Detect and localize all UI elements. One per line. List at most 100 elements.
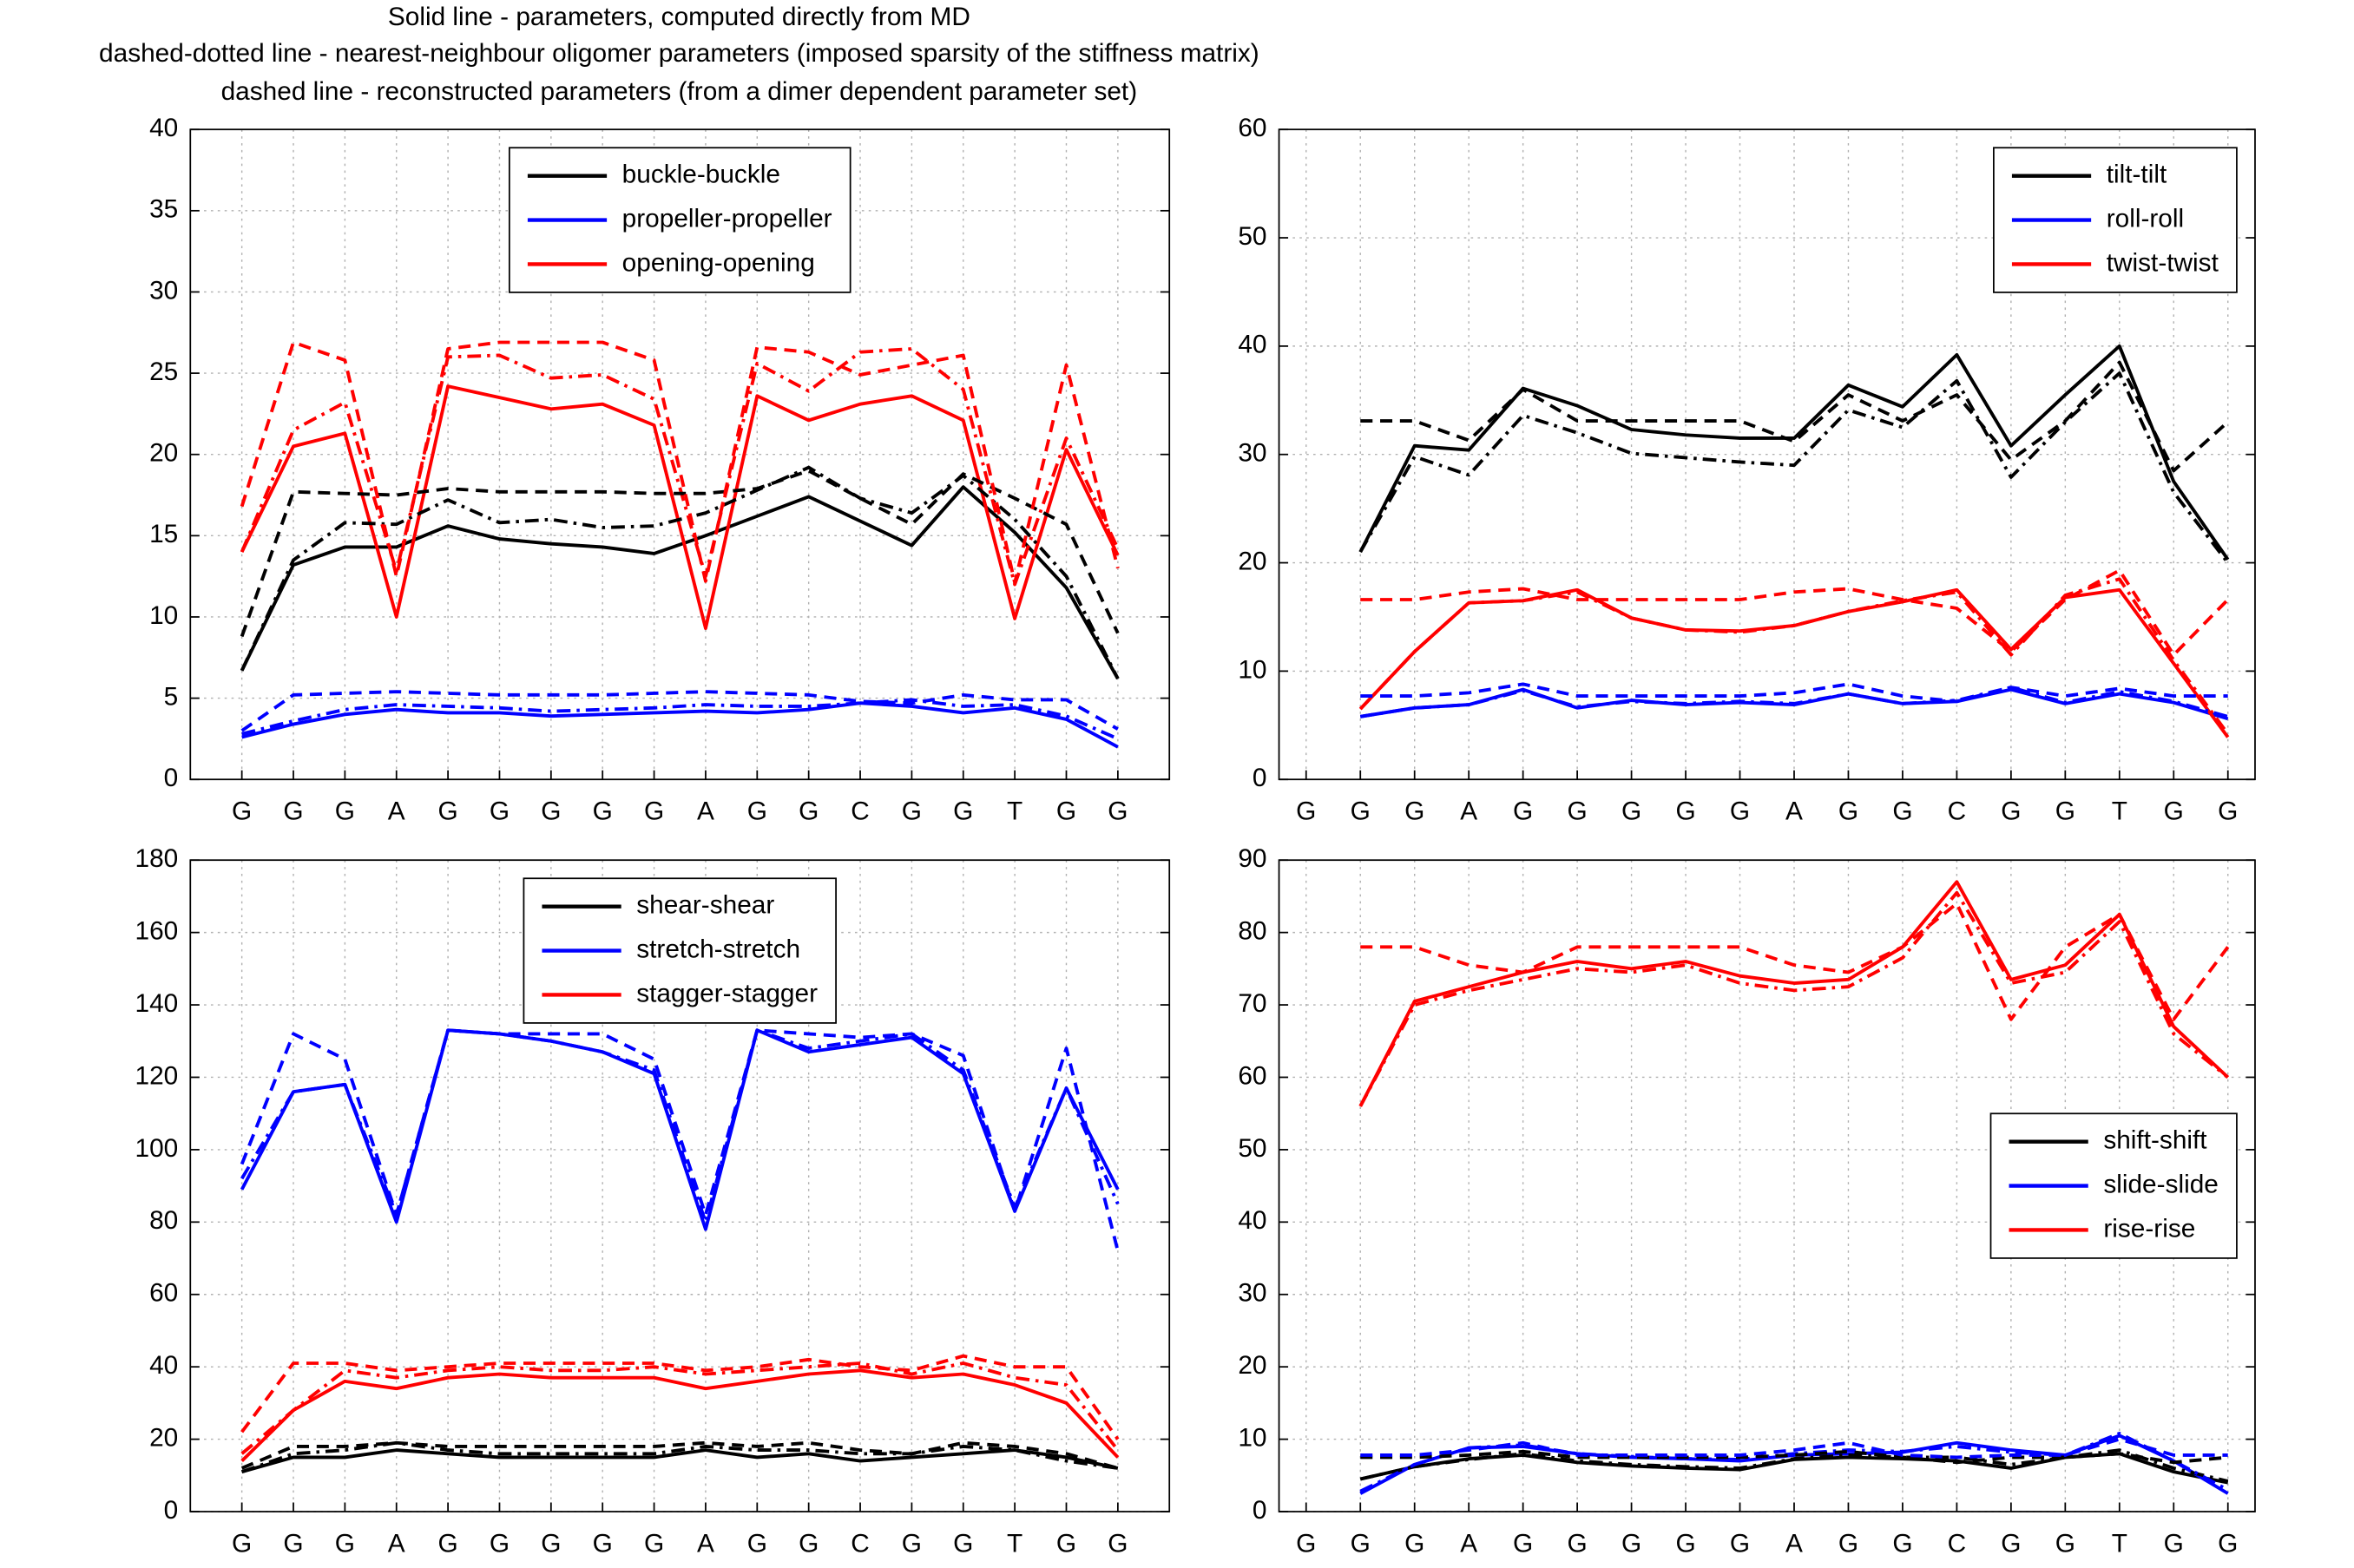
y-tick-label: 20	[1238, 547, 1266, 575]
series-line	[240, 347, 1120, 587]
y-tick-label: 20	[149, 1423, 178, 1452]
series-line	[1360, 568, 2230, 657]
series-line	[1358, 371, 2230, 564]
legend-label: slide-slide	[2103, 1170, 2219, 1198]
x-tick-label: G	[2164, 1529, 2184, 1558]
x-tick-label: G	[644, 797, 664, 826]
x-tick-label: G	[799, 1529, 819, 1558]
x-tick-label: G	[1892, 1529, 1912, 1558]
x-tick-label: A	[1785, 1529, 1803, 1558]
x-tick-label: G	[1108, 1529, 1128, 1558]
y-tick-label: 180	[135, 844, 178, 873]
series-line	[1359, 686, 2229, 718]
x-tick-label: G	[1351, 797, 1371, 826]
x-tick-label: G	[2055, 1529, 2075, 1558]
legend-label: opening-opening	[622, 248, 815, 277]
x-tick-label: G	[1296, 1529, 1316, 1558]
series-line	[240, 465, 1120, 679]
series-line	[1360, 360, 2230, 473]
x-tick-label: G	[593, 1529, 613, 1558]
y-tick-label: 0	[164, 1496, 179, 1525]
y-tick-label: 60	[1238, 1061, 1266, 1090]
legend: shift-shift slide-slide rise-rise	[1989, 1112, 2238, 1259]
legend-label: stretch-stretch	[636, 935, 800, 963]
y-tick-label: 80	[149, 1206, 178, 1235]
series-line	[241, 698, 1119, 741]
x-tick-label: A	[1460, 797, 1477, 826]
y-tick-label: 100	[135, 1134, 178, 1163]
series-line	[240, 1368, 1120, 1462]
x-tick-label: G	[1513, 797, 1533, 826]
x-tick-label: G	[1513, 1529, 1533, 1558]
x-tick-label: G	[1404, 797, 1424, 826]
x-tick-label: G	[2164, 797, 2184, 826]
x-tick-label: G	[799, 797, 819, 826]
y-tick-label: 50	[1238, 1134, 1266, 1163]
series-line	[241, 1448, 1119, 1473]
legend-label: roll-roll	[2107, 204, 2184, 233]
x-tick-label: G	[1675, 797, 1695, 826]
x-tick-label: A	[1785, 797, 1803, 826]
x-tick-label: A	[697, 797, 714, 826]
y-tick-label: 30	[1238, 1279, 1266, 1308]
x-tick-label: G	[747, 797, 767, 826]
y-tick-label: 160	[135, 917, 178, 946]
x-tick-label: G	[1675, 1529, 1695, 1558]
legend-label: shift-shift	[2103, 1126, 2207, 1155]
x-tick-label: G	[1056, 797, 1076, 826]
x-tick-label: G	[541, 1529, 561, 1558]
x-tick-label: G	[902, 1529, 922, 1558]
x-tick-label: G	[1296, 797, 1316, 826]
x-tick-label: G	[953, 1529, 973, 1558]
x-tick-label: G	[490, 797, 510, 826]
series-line	[240, 1361, 1120, 1455]
y-tick-label: 20	[149, 439, 178, 468]
axes-frame	[1278, 128, 2256, 781]
x-tick-label: T	[2112, 1529, 2127, 1558]
series-line	[240, 384, 1120, 631]
legend: tilt-tilt roll-roll twist-twist	[1993, 147, 2238, 293]
y-tick-label: 35	[149, 195, 178, 224]
y-tick-label: 140	[135, 989, 178, 1018]
series-line	[1360, 682, 2228, 704]
series-line	[1358, 890, 2229, 1107]
x-tick-label: G	[1056, 1529, 1076, 1558]
x-tick-label: G	[953, 797, 973, 826]
x-tick-label: T	[1007, 1529, 1022, 1558]
x-tick-label: G	[593, 797, 613, 826]
x-tick-label: G	[1404, 1529, 1424, 1558]
y-tick-label: 40	[1238, 1206, 1266, 1235]
x-tick-label: G	[1621, 797, 1641, 826]
x-tick-label: G	[1838, 1529, 1858, 1558]
legend-label: rise-rise	[2103, 1214, 2195, 1243]
y-tick-label: 30	[149, 276, 178, 305]
series-line	[1358, 577, 2230, 735]
header-line: dashed line - reconstructed parameters (…	[221, 77, 1138, 106]
x-tick-label: G	[747, 1529, 767, 1558]
x-tick-label: G	[232, 1529, 252, 1558]
legend: buckle-buckle propeller-propeller opening-…	[508, 147, 852, 293]
x-tick-label: C	[851, 1529, 870, 1558]
series-line	[1360, 1449, 2228, 1465]
series-line	[240, 1440, 1119, 1470]
axes-frame	[1278, 859, 2256, 1512]
y-tick-label: 50	[1238, 222, 1266, 251]
y-tick-label: 30	[1238, 439, 1266, 468]
x-tick-label: G	[335, 1529, 355, 1558]
x-tick-label: G	[335, 797, 355, 826]
x-tick-label: G	[2001, 797, 2021, 826]
series-line	[1358, 880, 2230, 1107]
header-line: Solid line - parameters, computed direct…	[388, 3, 970, 31]
legend-label: tilt-tilt	[2107, 161, 2167, 189]
series-line	[240, 1354, 1120, 1440]
legend-label: buckle-buckle	[622, 161, 780, 189]
series-line	[241, 701, 1119, 749]
x-tick-label: G	[1730, 797, 1750, 826]
y-tick-label: 40	[149, 1351, 178, 1380]
x-tick-label: C	[1948, 797, 1967, 826]
x-tick-label: C	[851, 797, 870, 826]
x-tick-label: G	[283, 1529, 303, 1558]
y-tick-label: 5	[164, 682, 179, 711]
series-line	[240, 690, 1119, 732]
